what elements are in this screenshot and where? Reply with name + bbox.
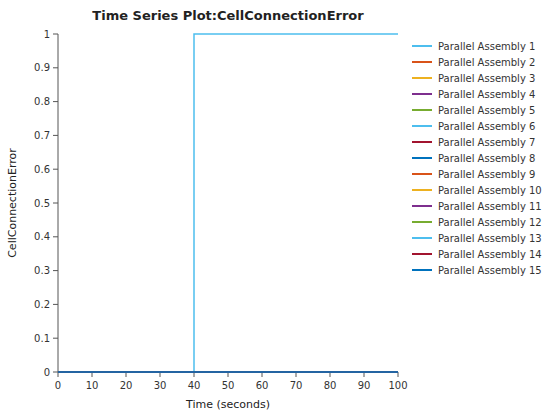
x-tick-label: 10	[86, 380, 99, 391]
series-line	[58, 371, 398, 373]
axes: 0 10 20 30 40 50 60 70 80 90 100 0 0.1 0.2 0.3 0.4 0.5 0.…	[34, 29, 407, 392]
y-tick-label: 0.6	[34, 164, 50, 175]
series-line	[58, 371, 398, 373]
series-line	[58, 371, 398, 373]
title: Time Series Plot:CellConnectionError	[92, 8, 364, 23]
series-line	[58, 371, 398, 373]
y-tick	[53, 304, 58, 305]
y-tick	[53, 101, 58, 102]
y-tick-label: 0.8	[34, 96, 50, 107]
legend-label: Parallel Assembly 1	[438, 41, 535, 52]
y-axis-label: CellConnectionError	[6, 148, 19, 258]
y-tick	[53, 338, 58, 339]
series-line	[58, 34, 398, 372]
plot-area	[58, 34, 398, 372]
legend-label: Parallel Assembly 8	[438, 153, 535, 164]
legend-label: Parallel Assembly 3	[438, 73, 535, 84]
legend-swatch	[412, 125, 432, 127]
legend-swatch	[412, 221, 432, 223]
x-tick-label: 100	[388, 380, 407, 391]
series-line	[58, 371, 398, 373]
y-tick-label: 0.3	[34, 265, 50, 276]
x-tick-label: 0	[55, 380, 61, 391]
legend-label: Parallel Assembly 6	[438, 121, 535, 132]
y-tick-label: 0.2	[34, 299, 50, 310]
y-tick-label: 0.4	[34, 231, 50, 242]
y-tick	[53, 270, 58, 271]
legend-swatch	[412, 269, 432, 271]
x-axis-label: Time (seconds)	[185, 398, 270, 411]
x-tick-label: 90	[358, 380, 371, 391]
legend-swatch	[412, 205, 432, 207]
legend-label: Parallel Assembly 14	[438, 249, 542, 260]
legend-label: Parallel Assembly 12	[438, 217, 542, 228]
x-axis-line	[58, 372, 398, 373]
y-tick	[53, 372, 58, 373]
y-tick-label: 0.9	[34, 62, 50, 73]
legend-label: Parallel Assembly 7	[438, 137, 535, 148]
legend-swatch	[412, 157, 432, 159]
series-line	[58, 371, 398, 373]
y-tick	[53, 34, 58, 35]
y-tick-label: 0	[44, 367, 50, 378]
series-line	[58, 371, 398, 373]
x-tick-label: 50	[222, 380, 235, 391]
chart: Time Series Plot:CellConnectionError0102…	[0, 0, 560, 420]
y-tick	[53, 203, 58, 204]
y-tick	[53, 135, 58, 136]
series-line	[58, 371, 398, 373]
series-line	[58, 371, 398, 373]
x-tick-label: 40	[188, 380, 201, 391]
legend-label: Parallel Assembly 2	[438, 57, 535, 68]
y-tick	[53, 67, 58, 68]
series-line	[58, 371, 398, 373]
y-tick-label: 0.7	[34, 130, 50, 141]
legend-swatch	[412, 45, 432, 47]
legend-swatch	[412, 173, 432, 175]
legend-label: Parallel Assembly 11	[438, 201, 542, 212]
series-line	[58, 371, 398, 373]
x-tick-label: 70	[290, 380, 303, 391]
legend-label: Parallel Assembly 5	[438, 105, 535, 116]
y-tick-label: 0.5	[34, 198, 50, 209]
legend-label: Parallel Assembly 9	[438, 169, 535, 180]
legend-swatch	[412, 237, 432, 239]
chart-container: Time Series Plot:CellConnectionError0102…	[0, 0, 560, 420]
legend-label: Parallel Assembly 10	[438, 185, 542, 196]
legend-swatch	[412, 141, 432, 143]
x-tick-label: 60	[256, 380, 269, 391]
legend-label: Parallel Assembly 4	[438, 89, 535, 100]
legend-swatch	[412, 189, 432, 191]
series-line	[58, 371, 398, 373]
x-tick-label: 30	[154, 380, 167, 391]
y-tick-label: 0.1	[34, 333, 50, 344]
legend-swatch	[412, 109, 432, 111]
y-tick-label: 1	[44, 29, 50, 40]
y-tick	[53, 236, 58, 237]
legend-swatch	[412, 77, 432, 79]
series-line	[58, 371, 398, 373]
legend: Parallel Assembly 1 Parallel Assembly 2 Pa…	[412, 41, 542, 276]
legend-swatch	[412, 253, 432, 255]
x-tick-label: 80	[324, 380, 337, 391]
x-tick-label: 20	[120, 380, 133, 391]
y-tick	[53, 169, 58, 170]
series-line	[58, 371, 398, 373]
legend-swatch	[412, 61, 432, 63]
legend-label: Parallel Assembly 15	[438, 265, 542, 276]
legend-swatch	[412, 93, 432, 95]
legend-label: Parallel Assembly 13	[438, 233, 542, 244]
